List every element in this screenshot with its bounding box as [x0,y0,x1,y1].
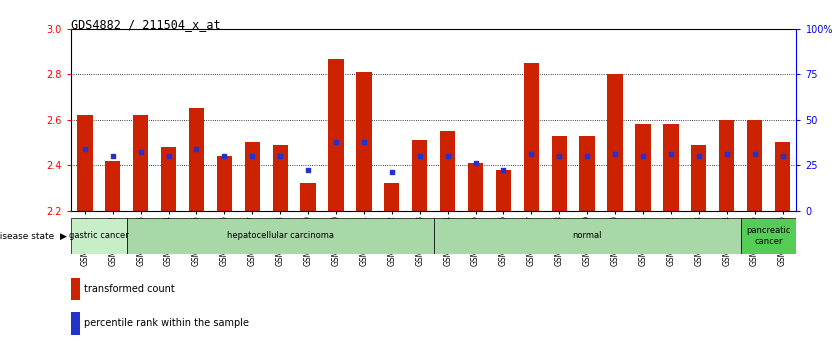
Bar [551,136,567,211]
Point [525,151,538,157]
Point [190,146,203,152]
Bar [71,278,79,300]
Bar [329,58,344,211]
Bar [524,63,539,211]
Point [469,160,482,166]
Point [385,169,399,175]
Point [636,153,650,159]
Point [692,153,706,159]
Bar [105,161,120,211]
Text: transformed count: transformed count [84,284,174,294]
Point [329,140,343,146]
Bar [161,147,176,211]
Point [78,146,92,152]
Bar [663,125,679,211]
Point [748,151,761,157]
Point [218,153,231,159]
Point [553,153,566,159]
Bar [78,115,93,211]
Bar [412,140,427,211]
Bar [580,136,595,211]
Text: GDS4882 / 211504_x_at: GDS4882 / 211504_x_at [71,18,220,31]
Point [497,167,510,173]
Bar [300,183,316,211]
Text: gastric cancer: gastric cancer [69,232,128,240]
Point [441,153,455,159]
Bar [244,143,260,211]
Point [720,151,733,157]
Bar [356,72,372,211]
Bar [71,218,127,254]
Point [413,153,426,159]
Bar [440,131,455,211]
Text: percentile rank within the sample: percentile rank within the sample [84,318,249,329]
Point [134,149,148,155]
Bar [495,170,511,211]
Bar [188,109,204,211]
Point [301,167,314,173]
Bar [273,145,288,211]
Bar [468,163,483,211]
Text: disease state  ▶: disease state ▶ [0,232,67,240]
Bar [217,156,232,211]
Point [106,153,119,159]
Bar [71,312,79,335]
Bar [434,218,741,254]
Bar [691,145,706,211]
Point [274,153,287,159]
Bar [127,218,434,254]
Point [357,140,370,146]
Point [664,151,677,157]
Bar [607,74,623,211]
Text: pancreatic
cancer: pancreatic cancer [746,226,791,246]
Bar [719,120,735,211]
Bar [775,143,790,211]
Point [580,153,594,159]
Text: hepatocellular carcinoma: hepatocellular carcinoma [227,232,334,240]
Bar [747,120,762,211]
Bar [636,125,651,211]
Text: normal: normal [572,232,602,240]
Point [245,153,259,159]
Bar [741,218,796,254]
Bar [384,183,399,211]
Point [162,153,175,159]
Bar [133,115,148,211]
Point [776,153,789,159]
Point [608,151,621,157]
